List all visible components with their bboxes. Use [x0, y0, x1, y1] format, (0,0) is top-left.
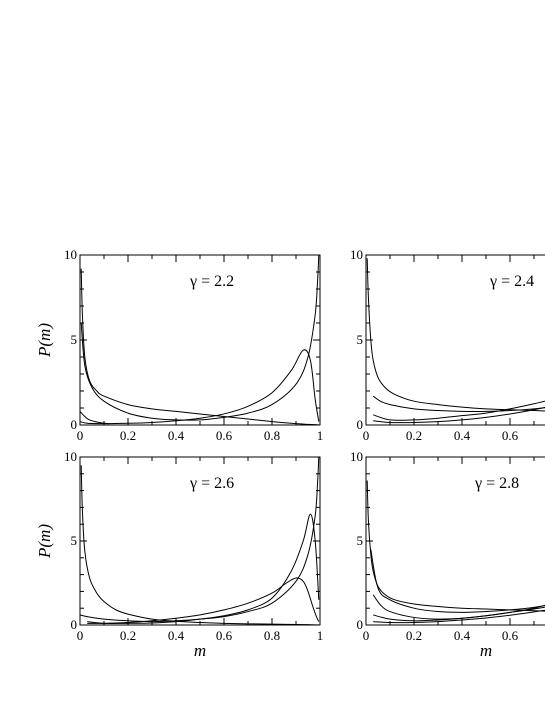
series-line-4 — [373, 406, 545, 424]
x-tick-label: 0.4 — [168, 428, 185, 443]
y-tick-label: 0 — [71, 617, 78, 632]
series-line-1 — [366, 480, 545, 612]
x-tick-label: 0.2 — [406, 428, 422, 443]
series-line-2 — [370, 549, 545, 613]
x-axis-label: m — [194, 641, 206, 660]
y-axis-label: P(m) — [35, 323, 54, 358]
gamma-annotation: γ = 2.4 — [489, 273, 534, 290]
x-tick-label: 0 — [363, 428, 370, 443]
x-tick-label: 0 — [363, 628, 370, 643]
curves — [80, 457, 320, 625]
x-tick-label: 0.4 — [454, 628, 471, 643]
y-tick-label: 5 — [71, 533, 78, 548]
series-line-1 — [80, 465, 319, 625]
curves — [366, 480, 545, 624]
y-tick-label: 0 — [357, 617, 364, 632]
x-tick-label: 0 — [77, 428, 84, 443]
x-tick-label: 1 — [317, 428, 324, 443]
gamma-annotation: γ = 2.2 — [189, 273, 234, 290]
y-tick-label: 5 — [357, 332, 364, 347]
series-line-3 — [372, 594, 545, 620]
gamma-annotation: γ = 2.8 — [474, 475, 519, 492]
y-tick-label: 10 — [350, 449, 363, 464]
y-tick-label: 10 — [350, 247, 363, 262]
y-tick-label: 0 — [357, 417, 364, 432]
x-tick-label: 0.6 — [216, 628, 233, 643]
series-line-3 — [373, 400, 545, 421]
x-tick-label: 0.6 — [502, 428, 519, 443]
series-line-5 — [373, 609, 545, 624]
curves — [80, 255, 320, 425]
x-tick-label: 0 — [77, 628, 84, 643]
y-tick-label: 10 — [64, 247, 77, 262]
x-tick-label: 0.8 — [264, 428, 280, 443]
series-line-2 — [80, 255, 320, 421]
x-tick-label: 0.8 — [264, 628, 280, 643]
curves — [366, 258, 545, 424]
series-line-3 — [87, 513, 320, 624]
panel-2: 0 0.2 0.4 0.6 0 5 10 γ = 2.4 — [350, 247, 545, 443]
x-tick-label: 0.6 — [502, 628, 519, 643]
series-line-3 — [80, 349, 320, 425]
series-line-4 — [80, 411, 109, 425]
series-line-4 — [373, 606, 545, 622]
series-line-2 — [372, 395, 545, 413]
y-axis-label: P(m) — [35, 524, 54, 559]
x-tick-label: 0.6 — [216, 428, 233, 443]
x-tick-label: 0.2 — [120, 628, 136, 643]
y-tick-label: 5 — [357, 533, 364, 548]
x-tick-label: 0.4 — [454, 428, 471, 443]
y-tick-label: 0 — [71, 417, 78, 432]
x-tick-label: 0.2 — [406, 628, 422, 643]
series-line-4 — [87, 577, 320, 624]
gamma-annotation: γ = 2.6 — [189, 475, 234, 492]
x-tick-label: 1 — [317, 628, 324, 643]
y-tick-label: 5 — [71, 332, 78, 347]
panel-4: 0 0.2 0.4 0.6 0 5 10 γ = 2.8 m — [350, 449, 545, 660]
series-line-1 — [80, 268, 319, 425]
x-axis-label: m — [480, 641, 492, 660]
x-tick-label: 0.2 — [120, 428, 136, 443]
x-tick-label: 0.4 — [168, 628, 185, 643]
y-tick-label: 10 — [64, 449, 77, 464]
